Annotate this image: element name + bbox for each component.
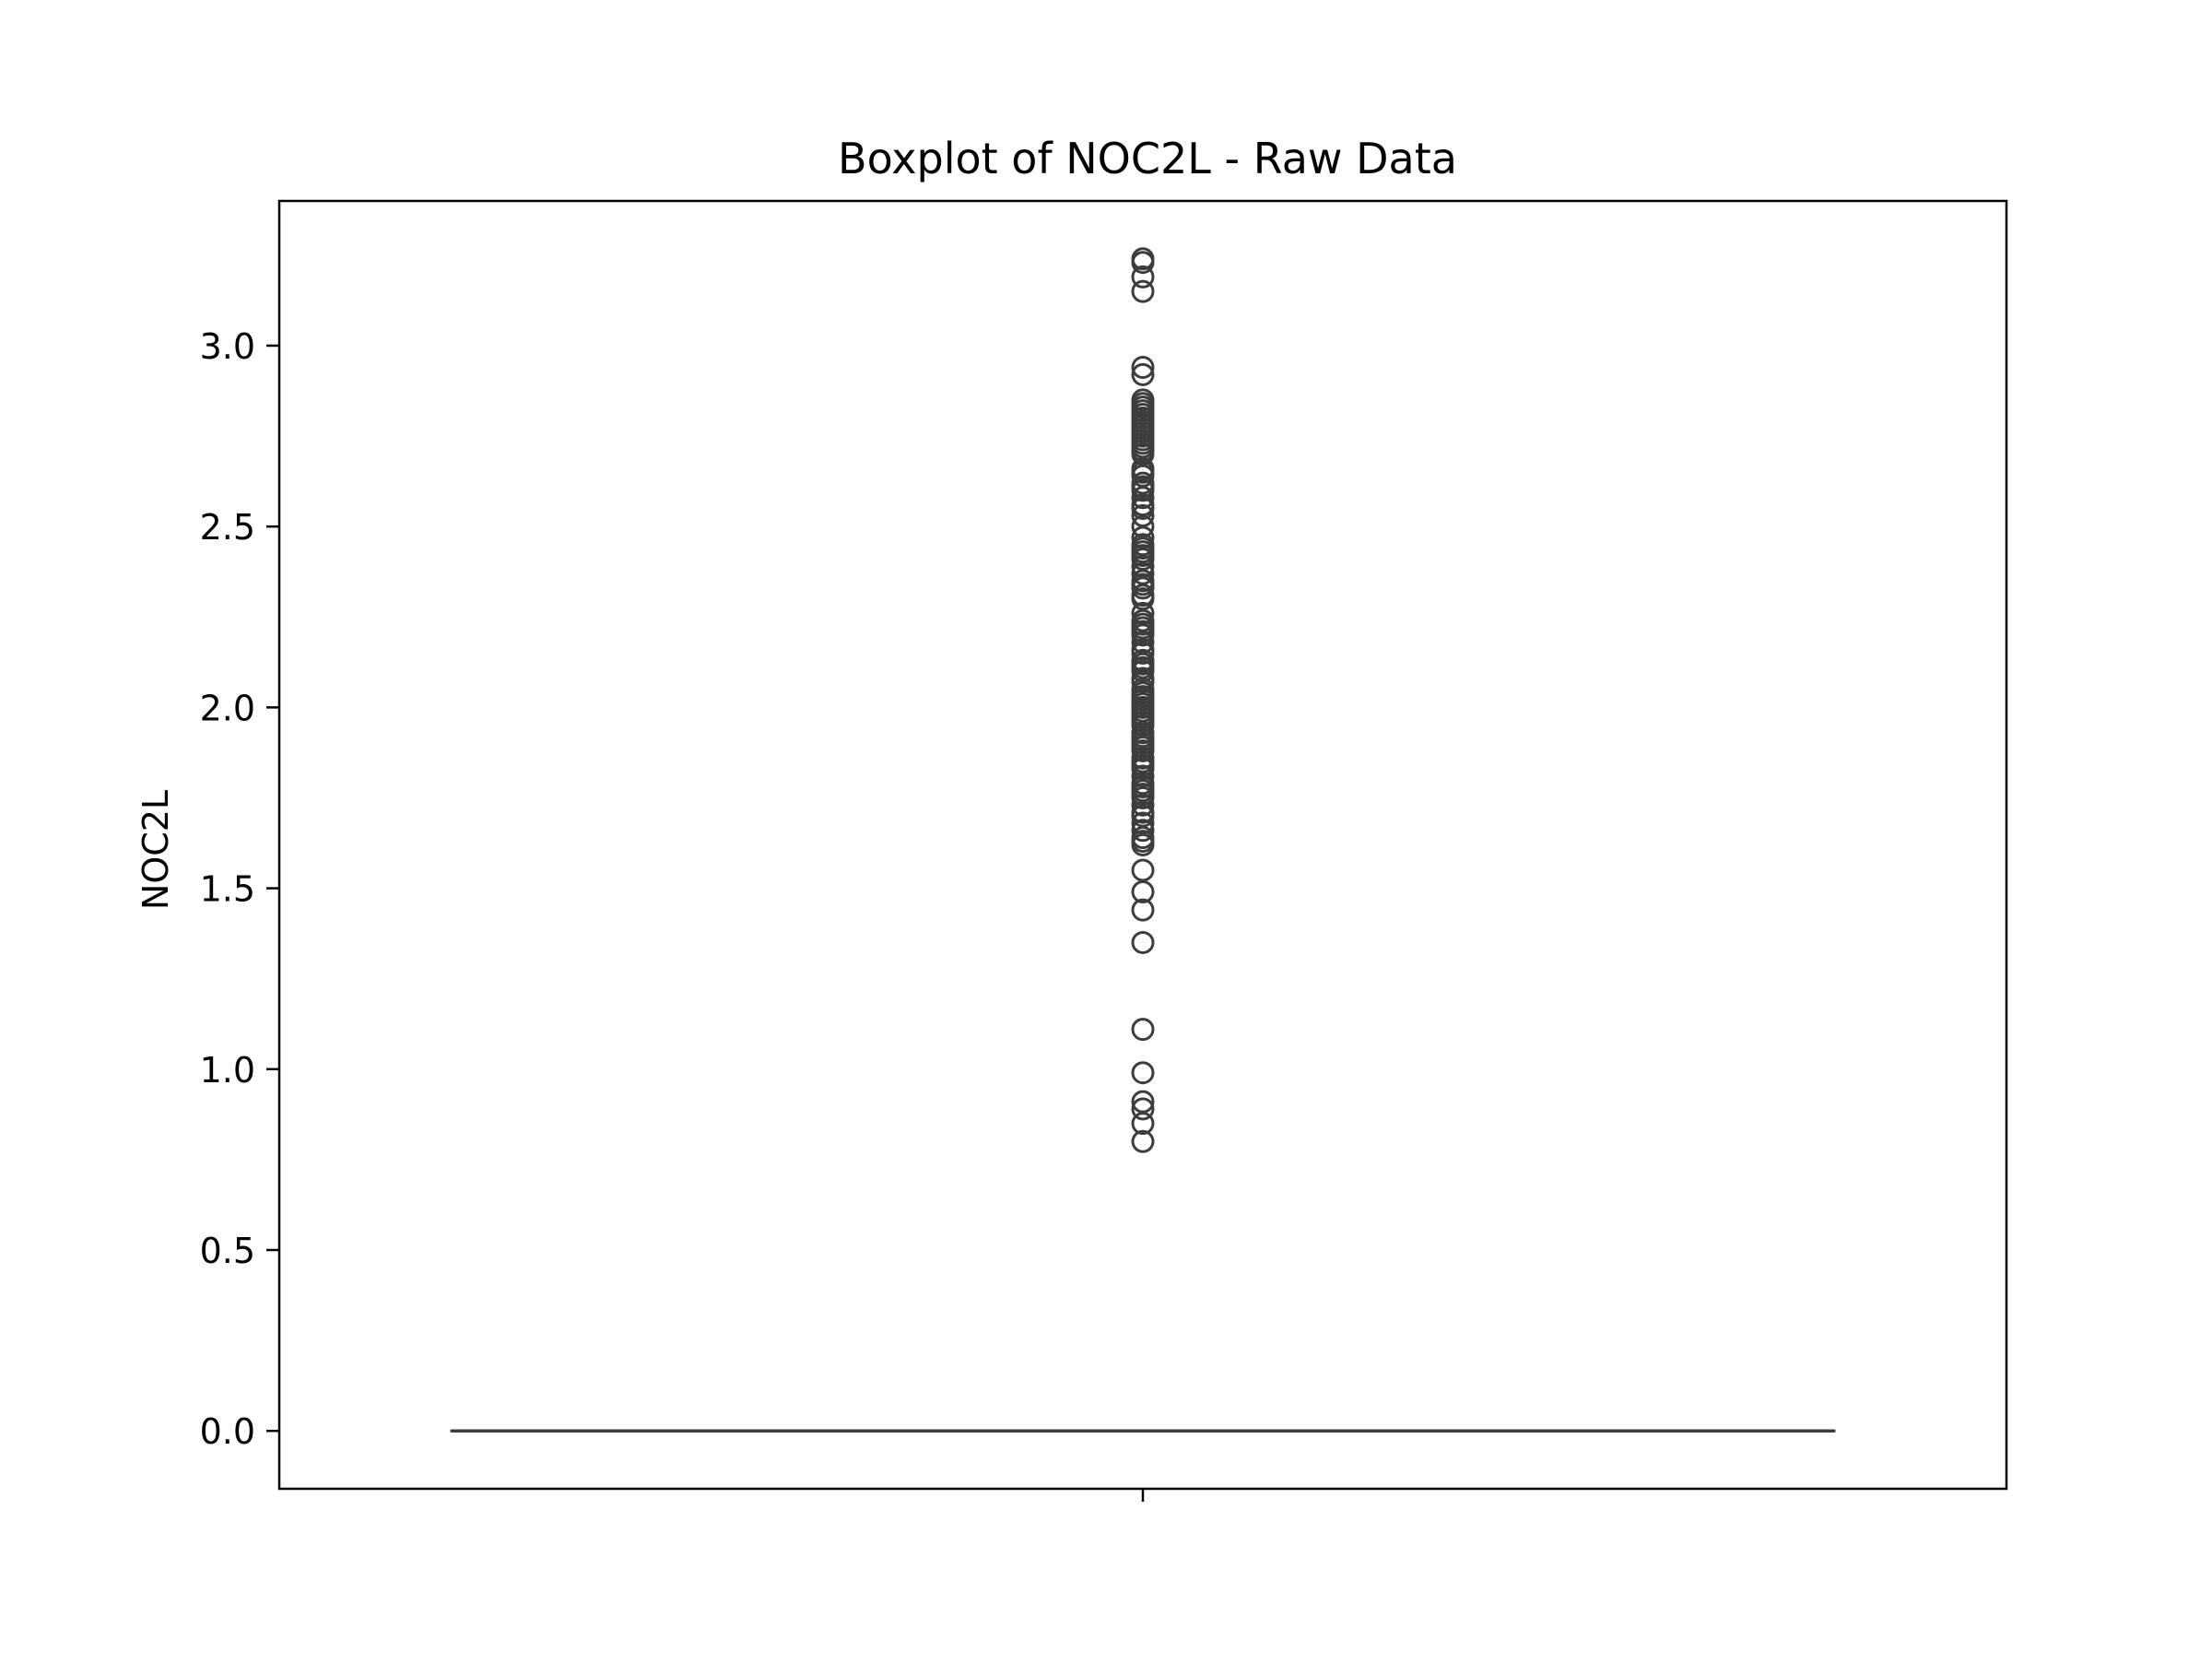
y-tick-label: 1.0	[200, 1050, 255, 1091]
outlier-point	[1133, 860, 1153, 880]
y-tick-label: 0.0	[200, 1411, 255, 1452]
y-tick-label: 3.0	[200, 326, 255, 367]
y-tick-label: 1.5	[200, 869, 255, 910]
outlier-point	[1133, 1063, 1153, 1083]
y-tick-label: 2.0	[200, 688, 255, 728]
outlier-point	[1133, 281, 1153, 301]
y-tick-label: 2.5	[200, 507, 255, 548]
outlier-point	[1133, 1020, 1153, 1040]
chart-title: Boxplot of NOC2L - Raw Data	[838, 134, 1457, 183]
outlier-point	[1133, 932, 1153, 952]
y-tick-label: 0.5	[200, 1231, 255, 1271]
plot-area: 0.0 0.5 1.0 1.5 2.0 2.5 3.0	[200, 201, 2006, 1502]
y-axis-label: NOC2L	[135, 790, 176, 910]
